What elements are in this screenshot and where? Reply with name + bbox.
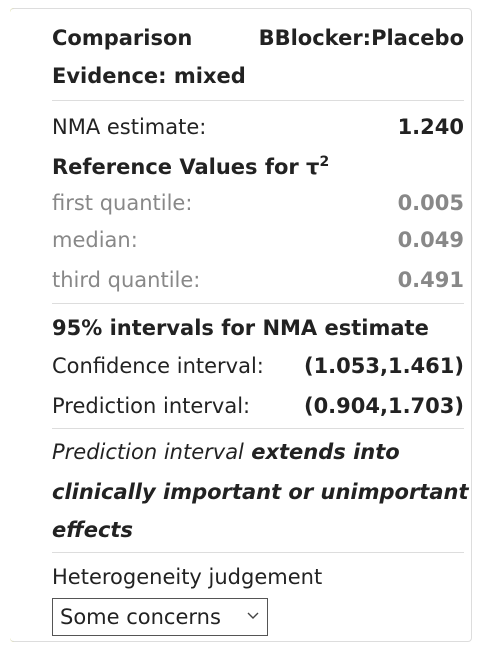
label: Confidence interval: [52, 354, 264, 378]
ref-row: median: 0.049 [52, 226, 464, 254]
note-line: clinically important or unimportant [52, 480, 469, 504]
value: 0.005 [397, 191, 464, 215]
value: 0.049 [397, 228, 464, 252]
evidence: Evidence: mixed [52, 64, 246, 88]
value: 1.240 [397, 115, 464, 139]
intervals-title: 95% intervals for NMA estimate [52, 316, 429, 340]
note-line: Prediction interval extends into [52, 438, 464, 466]
text: Reference Values for τ [52, 155, 320, 179]
label: third quantile: [52, 268, 201, 292]
divider [52, 100, 464, 101]
reference-title: Reference Values for τ2 [52, 148, 464, 181]
nma-row: NMA estimate: 1.240 [52, 113, 464, 141]
interval-row: Confidence interval: (1.053,1.461) [52, 352, 464, 380]
superscript: 2 [319, 154, 330, 170]
comparison-card [10, 8, 472, 642]
note-bold: extends into [243, 440, 400, 464]
heterogeneity-select[interactable]: Some concerns [52, 598, 268, 636]
divider [52, 552, 464, 553]
ref-row: first quantile: 0.005 [52, 189, 464, 217]
label: NMA estimate: [52, 115, 207, 139]
heterogeneity-label: Heterogeneity judgement [52, 565, 323, 589]
selected-option: Some concerns [60, 605, 221, 629]
label: Prediction interval: [52, 394, 251, 418]
comparison-row: Comparison BBlocker:Placebo [52, 24, 464, 52]
chevron [247, 612, 259, 619]
note-italic: Prediction interval [52, 440, 244, 464]
ref-row: third quantile: 0.491 [52, 266, 464, 294]
value: 0.491 [397, 268, 464, 292]
interval-row: Prediction interval: (0.904,1.703) [52, 392, 464, 420]
note-line: effects [52, 518, 133, 542]
label: median: [52, 228, 138, 252]
divider [52, 428, 464, 429]
value: (0.904,1.703) [303, 394, 464, 418]
label: first quantile: [52, 191, 193, 215]
value: BBlocker:Placebo [258, 26, 464, 50]
divider [52, 303, 464, 304]
value: (1.053,1.461) [303, 354, 464, 378]
label: Comparison [52, 26, 193, 50]
